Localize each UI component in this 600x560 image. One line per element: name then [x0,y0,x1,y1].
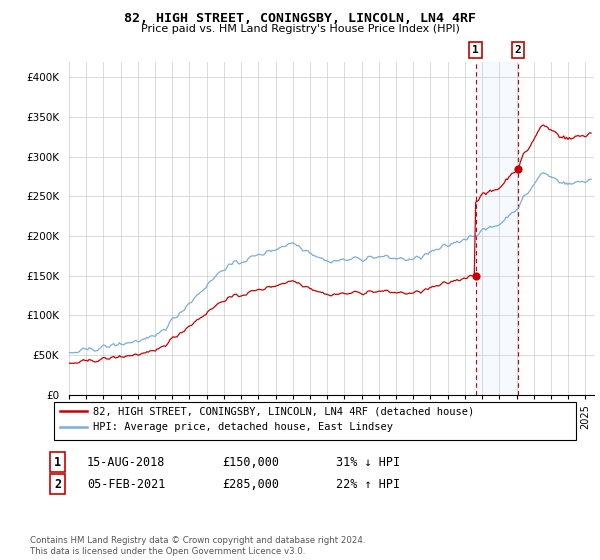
Bar [476,62,518,395]
Text: 15-AUG-2018: 15-AUG-2018 [87,455,166,469]
Text: 82, HIGH STREET, CONINGSBY, LINCOLN, LN4 4RF (detached house): 82, HIGH STREET, CONINGSBY, LINCOLN, LN4… [93,406,474,416]
Point [471,272,481,281]
Text: 22% ↑ HPI: 22% ↑ HPI [336,478,400,491]
Text: 1: 1 [472,45,479,55]
Text: 05-FEB-2021: 05-FEB-2021 [87,478,166,491]
Point [513,164,523,173]
Text: Contains HM Land Registry data © Crown copyright and database right 2024.
This d: Contains HM Land Registry data © Crown c… [30,536,365,556]
Text: 82, HIGH STREET, CONINGSBY, LINCOLN, LN4 4RF: 82, HIGH STREET, CONINGSBY, LINCOLN, LN4… [124,12,476,25]
Text: HPI: Average price, detached house, East Lindsey: HPI: Average price, detached house, East… [93,422,393,432]
Text: 2: 2 [54,478,61,491]
Text: Price paid vs. HM Land Registry's House Price Index (HPI): Price paid vs. HM Land Registry's House … [140,24,460,34]
Text: £150,000: £150,000 [222,455,279,469]
Text: £285,000: £285,000 [222,478,279,491]
Text: 1: 1 [54,455,61,469]
Text: 2: 2 [515,45,521,55]
Text: 31% ↓ HPI: 31% ↓ HPI [336,455,400,469]
